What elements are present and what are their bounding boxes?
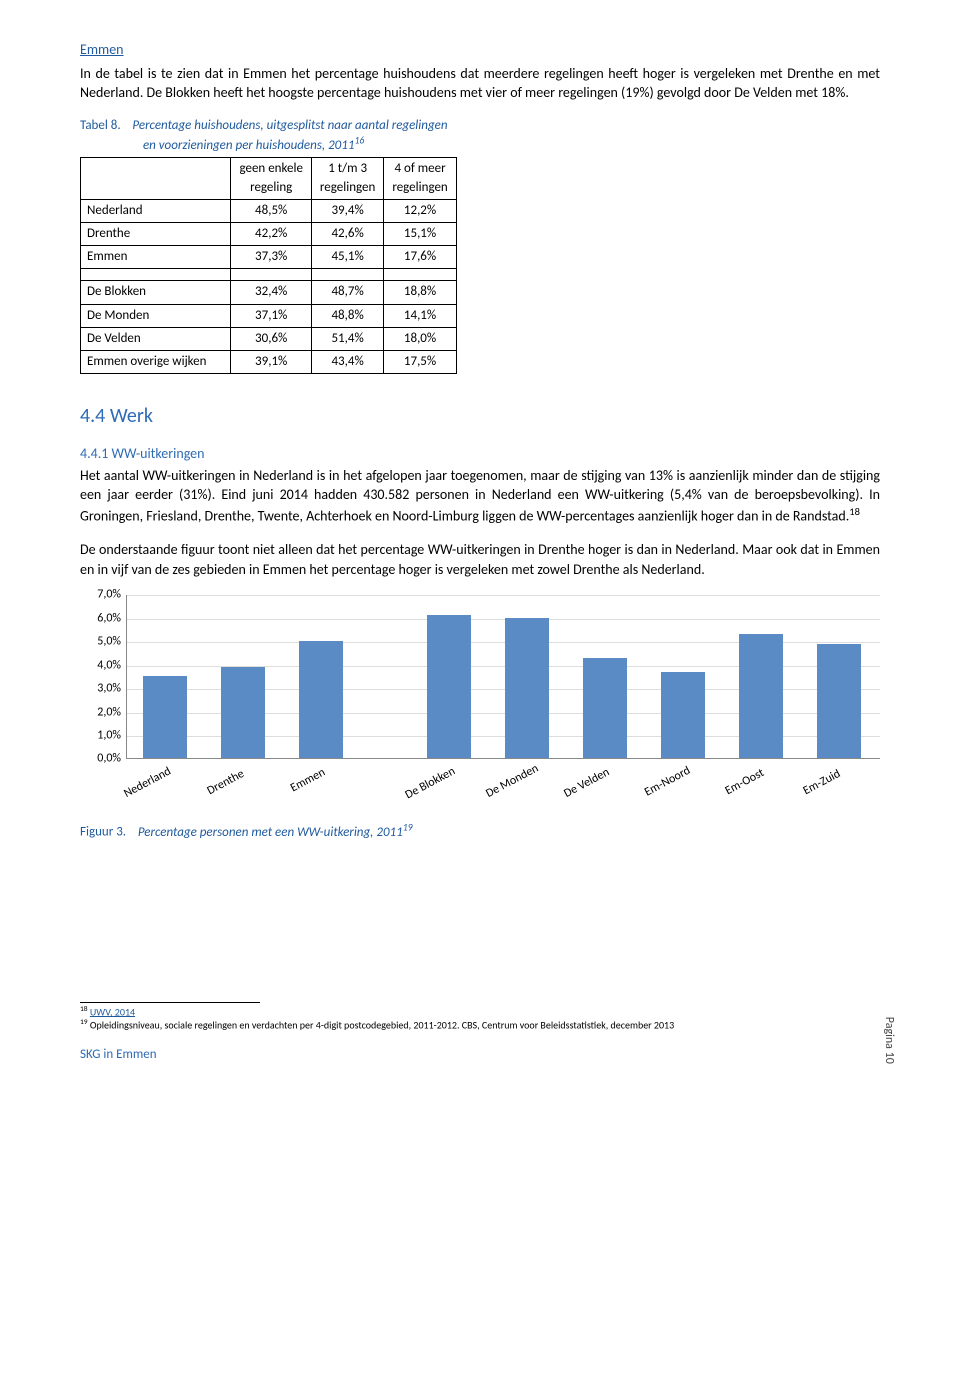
section-title-emmen: Emmen	[80, 40, 880, 60]
table8-number: Tabel 8.	[80, 118, 121, 133]
figure3-caption: Figuur 3. Percentage personen met een WW…	[80, 821, 880, 842]
table-row: De Blokken32,4%48,7%18,8%	[81, 281, 457, 304]
chart-xtick-label: Emmen	[288, 765, 329, 797]
table8-title-line2: en voorzieningen per huishoudens, 201116	[143, 138, 364, 153]
chart-bar	[221, 667, 265, 758]
footnote-18-link[interactable]: UWV, 2014	[90, 1005, 135, 1018]
chart-bar	[583, 658, 627, 759]
chart-bar	[143, 676, 187, 758]
footnote-19: 19 Opleidingsniveau, sociale regelingen …	[80, 1018, 880, 1031]
table-row: Nederland48,5%39,4%12,2%	[81, 199, 457, 222]
chart-ytick-label: 3,0%	[81, 681, 121, 698]
chart-bar	[299, 641, 343, 758]
chart-xtick-label: Drenthe	[204, 767, 247, 801]
chart-bar	[505, 618, 549, 759]
chart-ytick-label: 2,0%	[81, 704, 121, 721]
chart-xtick-label: Em-Zuid	[800, 766, 843, 800]
chart-bar	[817, 644, 861, 759]
table-row: Emmen37,3%45,1%17,6%	[81, 246, 457, 269]
chart-ytick-label: 0,0%	[81, 751, 121, 768]
ww-chart: 0,0%1,0%2,0%3,0%4,0%5,0%6,0%7,0%Nederlan…	[80, 595, 880, 815]
table8-header-row: geen enkeleregeling 1 t/m 3regelingen 4 …	[81, 158, 457, 199]
chart-bar	[661, 672, 705, 759]
heading-ww-uitkeringen: 4.4.1 WW-uitkeringen	[80, 444, 880, 464]
table8: geen enkeleregeling 1 t/m 3regelingen 4 …	[80, 157, 457, 374]
chart-bar	[427, 615, 471, 758]
table8-caption: Tabel 8. Percentage huishoudens, uitgesp…	[80, 117, 880, 156]
page-footer: SKG in Emmen Pagina 10	[80, 1046, 880, 1064]
footnote-18: 18 UWV, 2014	[80, 1005, 880, 1018]
footer-left: SKG in Emmen	[80, 1046, 157, 1064]
chart-xtick-label: Em-Noord	[642, 763, 694, 801]
chart-xtick-label: De Blokken	[403, 764, 459, 804]
table8-title-line1: Percentage huishoudens, uitgesplitst naa…	[132, 118, 447, 133]
chart-ytick-label: 7,0%	[81, 587, 121, 604]
chart-ytick-label: 6,0%	[81, 610, 121, 627]
page-number: Pagina 10	[880, 1017, 897, 1064]
chart-xtick-label: Em-Oost	[722, 766, 767, 801]
emmen-paragraph: In de tabel is te zien dat in Emmen het …	[80, 64, 880, 103]
chart-bar	[739, 634, 783, 758]
chart-ytick-label: 1,0%	[81, 728, 121, 745]
figure3-number: Figuur 3.	[80, 825, 126, 840]
chart-xtick-label: De Monden	[483, 761, 542, 803]
werk-paragraph-1: Het aantal WW-uitkeringen in Nederland i…	[80, 466, 880, 526]
chart-xtick-label: De Velden	[561, 765, 613, 803]
table-row: De Monden37,1%48,8%14,1%	[81, 304, 457, 327]
table-row: De Velden30,6%51,4%18,0%	[81, 327, 457, 350]
chart-xtick-label: Nederland	[121, 764, 174, 803]
werk-paragraph-2: De onderstaande figuur toont niet alleen…	[80, 540, 880, 579]
table8-spacer	[81, 269, 457, 281]
chart-ytick-label: 5,0%	[81, 634, 121, 651]
heading-werk: 4.4 Werk	[80, 402, 880, 430]
chart-ytick-label: 4,0%	[81, 657, 121, 674]
figure3-title: Percentage personen met een WW-uitkering…	[138, 825, 413, 840]
table-row: Emmen overige wijken39,1%43,4%17,5%	[81, 350, 457, 373]
table-row: Drenthe42,2%42,6%15,1%	[81, 223, 457, 246]
